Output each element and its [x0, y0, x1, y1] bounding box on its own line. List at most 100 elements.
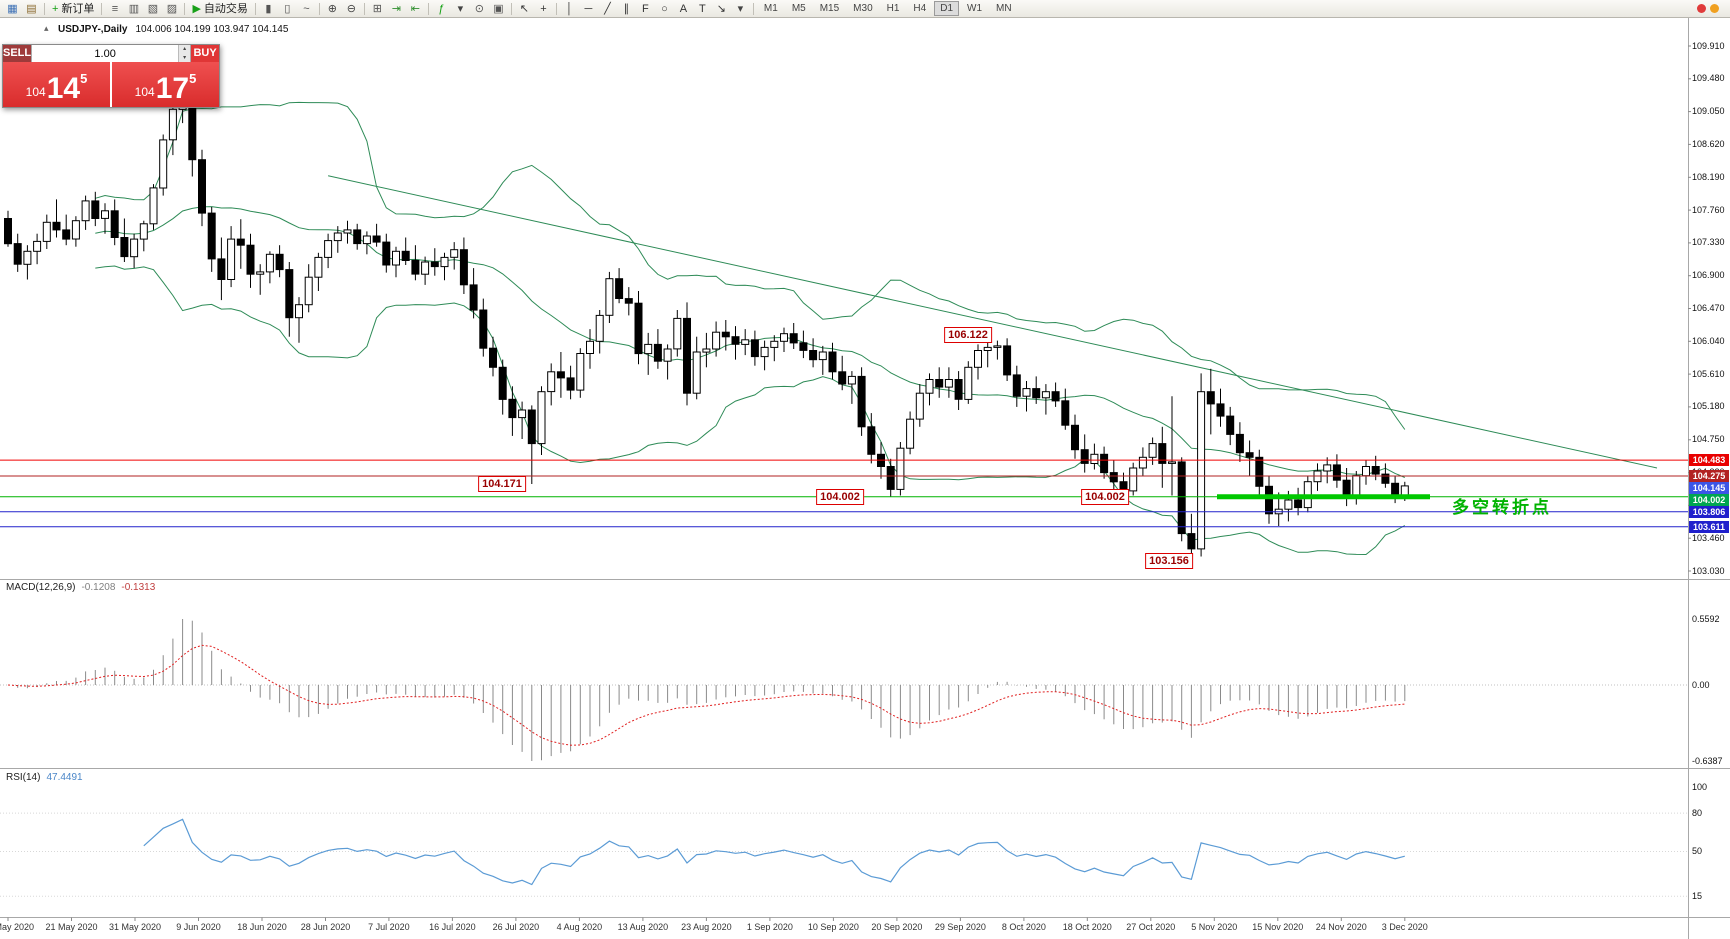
- terminal-icon[interactable]: ▨: [166, 2, 178, 15]
- timeframe-mn[interactable]: MN: [996, 3, 1012, 14]
- time-axis-label: 9 Jun 2020: [176, 922, 221, 932]
- new-order-button-label: 新订单: [61, 2, 95, 15]
- autotrade-button[interactable]: ▶ 自动交易: [188, 1, 251, 17]
- main-toolbar: ▦ ▤ + 新订单 ≡ ▥ ▧ ▨ ▶ 自动交易 ▮ ▯ ~ ⊕ ⊖ ⊞ ⇥ ⇤ ƒ ▾ ⊙ ▣ ↖ + │ ─ ╱ ∥ F ○ A T ↘ ▾ M…: [0, 0, 1730, 18]
- line-chart-icon[interactable]: ~: [303, 2, 310, 15]
- fibonacci-icon[interactable]: F: [642, 2, 649, 15]
- time-axis-label: 16 Jul 2020: [429, 922, 476, 932]
- price-callout[interactable]: 104.002: [816, 488, 864, 505]
- price-callout[interactable]: 104.002: [1081, 488, 1129, 505]
- templates-icon[interactable]: ▣: [493, 2, 504, 15]
- toolbar-separator: [101, 2, 103, 15]
- price-tick-label: 109.910: [1692, 40, 1725, 51]
- bar-chart-icon[interactable]: ▮: [265, 2, 272, 15]
- volume-increase-button[interactable]: ▴: [178, 45, 191, 54]
- price-tick-label: 104.750: [1692, 434, 1725, 445]
- one-click-collapse-icon[interactable]: ▴: [44, 23, 49, 33]
- sell-quote-button[interactable]: 104 14 5: [3, 62, 110, 107]
- timeframe-m1[interactable]: M1: [763, 3, 778, 14]
- price-tag: 104.275: [1689, 470, 1729, 482]
- shapes-icon[interactable]: ○: [661, 2, 668, 15]
- trendline-icon[interactable]: ╱: [604, 2, 611, 15]
- symbol-info: USDJPY-,Daily 104.006 104.199 103.947 104…: [58, 24, 288, 35]
- auto-scroll-icon[interactable]: ⇥: [391, 2, 402, 15]
- toolbar-separator: [555, 2, 557, 15]
- time-axis-label: 18 Jun 2020: [237, 922, 287, 932]
- indicators-icon[interactable]: ƒ: [438, 2, 445, 15]
- price-tick-label: 109.480: [1692, 73, 1725, 84]
- toolbar-separator: [752, 2, 754, 15]
- timeframe-m15[interactable]: M15: [819, 3, 840, 14]
- news-status-icon[interactable]: [1710, 4, 1719, 13]
- candlestick-chart-icon[interactable]: ▯: [284, 2, 291, 15]
- rsi-layer: [0, 812, 1688, 897]
- time-axis-label: 18 Oct 2020: [1062, 922, 1112, 932]
- objects-dropdown-icon[interactable]: ▾: [737, 2, 744, 15]
- horizontal-line-icon[interactable]: ─: [584, 2, 593, 15]
- chart-shift-icon[interactable]: ⇤: [410, 2, 421, 15]
- label-icon[interactable]: T: [699, 2, 706, 15]
- zoom-out-icon[interactable]: ⊖: [346, 2, 357, 15]
- time-axis-label: 13 Aug 2020: [617, 922, 669, 932]
- rsi-tick-label: 50: [1692, 846, 1703, 856]
- price-callout[interactable]: 106.122: [944, 327, 992, 344]
- crosshair-icon[interactable]: +: [540, 2, 547, 15]
- cursor-icon[interactable]: ↖: [519, 2, 530, 15]
- time-axis-label: 8 Oct 2020: [1001, 922, 1046, 932]
- turning-point-label[interactable]: 多空转折点: [1452, 498, 1552, 517]
- data-window-icon[interactable]: ▥: [128, 2, 140, 15]
- bollinger-bands: [95, 101, 1406, 556]
- periods-icon[interactable]: ⊙: [474, 2, 485, 15]
- time-axis-label: 12 May 2020: [0, 922, 35, 932]
- volume-input[interactable]: [32, 45, 179, 62]
- rsi-tick-label: 80: [1692, 807, 1703, 818]
- alert-status-icon[interactable]: [1697, 4, 1706, 13]
- tile-windows-icon[interactable]: ⊞: [372, 2, 383, 15]
- macd-tick-label: 0.00: [1692, 679, 1710, 690]
- descending-trendline[interactable]: [327, 175, 1658, 469]
- macd-panel-label: MACD(12,26,9) -0.1208 -0.1313: [6, 582, 155, 593]
- volume-decrease-button[interactable]: ▾: [178, 53, 191, 62]
- price-tick-label: 107.330: [1692, 237, 1725, 248]
- price-tick-label: 106.040: [1692, 335, 1725, 346]
- buy-button[interactable]: BUY: [191, 45, 219, 62]
- new-order-button[interactable]: + 新订单: [48, 1, 98, 17]
- candles-layer: [4, 50, 1409, 562]
- timeframe-d1[interactable]: D1: [934, 1, 960, 16]
- time-axis-label: 15 Nov 2020: [1252, 922, 1304, 932]
- timeframe-h4[interactable]: H4: [913, 3, 927, 14]
- vertical-line-icon[interactable]: │: [565, 2, 573, 15]
- axis-layer: [0, 18, 1730, 939]
- autotrade-button-label: 自动交易: [203, 2, 248, 15]
- time-axis-label: 4 Aug 2020: [556, 922, 603, 932]
- new-chart-icon[interactable]: ▦: [7, 2, 18, 15]
- rsi-value: 47.4491: [46, 772, 83, 783]
- price-callout[interactable]: 103.156: [1145, 553, 1193, 570]
- timeframe-m30[interactable]: M30: [853, 3, 873, 14]
- volume-field: ▴ ▾: [31, 45, 192, 62]
- sell-button[interactable]: SELL: [3, 45, 32, 62]
- main-chart-layer[interactable]: [0, 50, 1688, 562]
- timeframe-w1[interactable]: W1: [967, 3, 983, 14]
- price-tick-label: 103.460: [1692, 532, 1725, 543]
- zoom-in-icon[interactable]: ⊕: [327, 2, 338, 15]
- indicators-dropdown-icon[interactable]: ▾: [457, 2, 464, 15]
- buy-quote-button[interactable]: 104 17 5: [112, 62, 219, 107]
- arrow-icon[interactable]: ↘: [716, 2, 727, 15]
- channel-icon[interactable]: ∥: [623, 2, 630, 15]
- text-icon[interactable]: A: [679, 2, 688, 15]
- time-axis-label: 24 Nov 2020: [1315, 922, 1367, 932]
- profiles-icon[interactable]: ▤: [26, 2, 37, 15]
- toolbar-separator: [510, 2, 512, 15]
- market-watch-icon[interactable]: ≡: [111, 2, 119, 15]
- price-tag: 104.002: [1689, 494, 1729, 506]
- price-callout[interactable]: 104.171: [478, 475, 526, 492]
- timeframe-m5[interactable]: M5: [791, 3, 806, 14]
- macd-tick-label: -0.6387: [1692, 755, 1723, 766]
- timeframe-h1[interactable]: H1: [886, 3, 900, 14]
- navigator-icon[interactable]: ▧: [147, 2, 159, 15]
- time-axis-label: 23 Aug 2020: [681, 922, 732, 932]
- price-tick-label: 103.030: [1692, 565, 1725, 576]
- price-tag: 104.145: [1689, 482, 1729, 494]
